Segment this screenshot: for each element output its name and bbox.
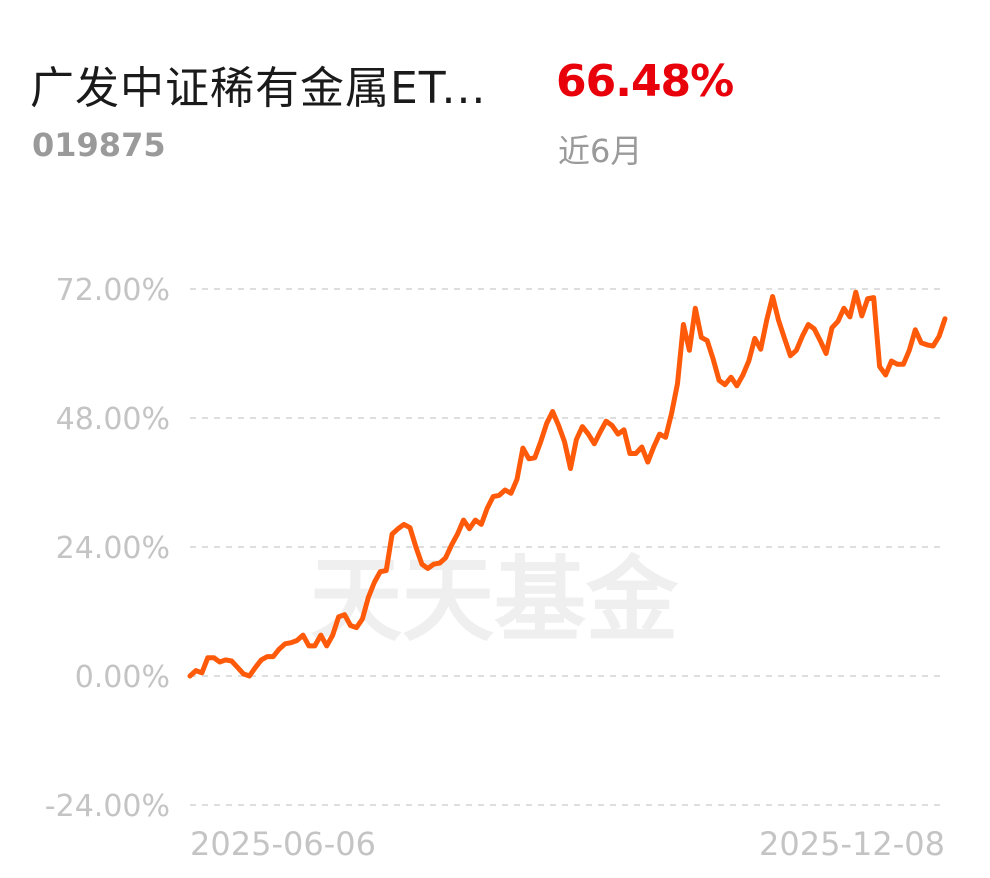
watermark: 天天基金 bbox=[310, 546, 679, 654]
return-value: 66.48% bbox=[556, 56, 734, 107]
fund-name: 广发中证稀有金属ET... bbox=[30, 63, 487, 114]
y-tick-label: 72.00% bbox=[56, 273, 170, 308]
y-tick-label: 24.00% bbox=[56, 531, 170, 566]
return-period: 近6月 bbox=[558, 132, 643, 170]
x-tick-label: 2025-06-06 bbox=[190, 825, 376, 863]
series-line bbox=[187, 289, 948, 679]
y-axis: 72.00% 48.00% 24.00% 0.00% -24.00% bbox=[45, 273, 170, 824]
x-tick-label: 2025-12-08 bbox=[759, 825, 945, 863]
y-tick-label: 0.00% bbox=[75, 660, 170, 695]
y-tick-label: 48.00% bbox=[56, 402, 170, 437]
y-tick-label: -24.00% bbox=[45, 789, 170, 824]
x-axis: 2025-06-06 2025-12-08 bbox=[190, 825, 945, 863]
chart-grid bbox=[190, 288, 945, 806]
fund-code: 019875 bbox=[32, 126, 166, 164]
